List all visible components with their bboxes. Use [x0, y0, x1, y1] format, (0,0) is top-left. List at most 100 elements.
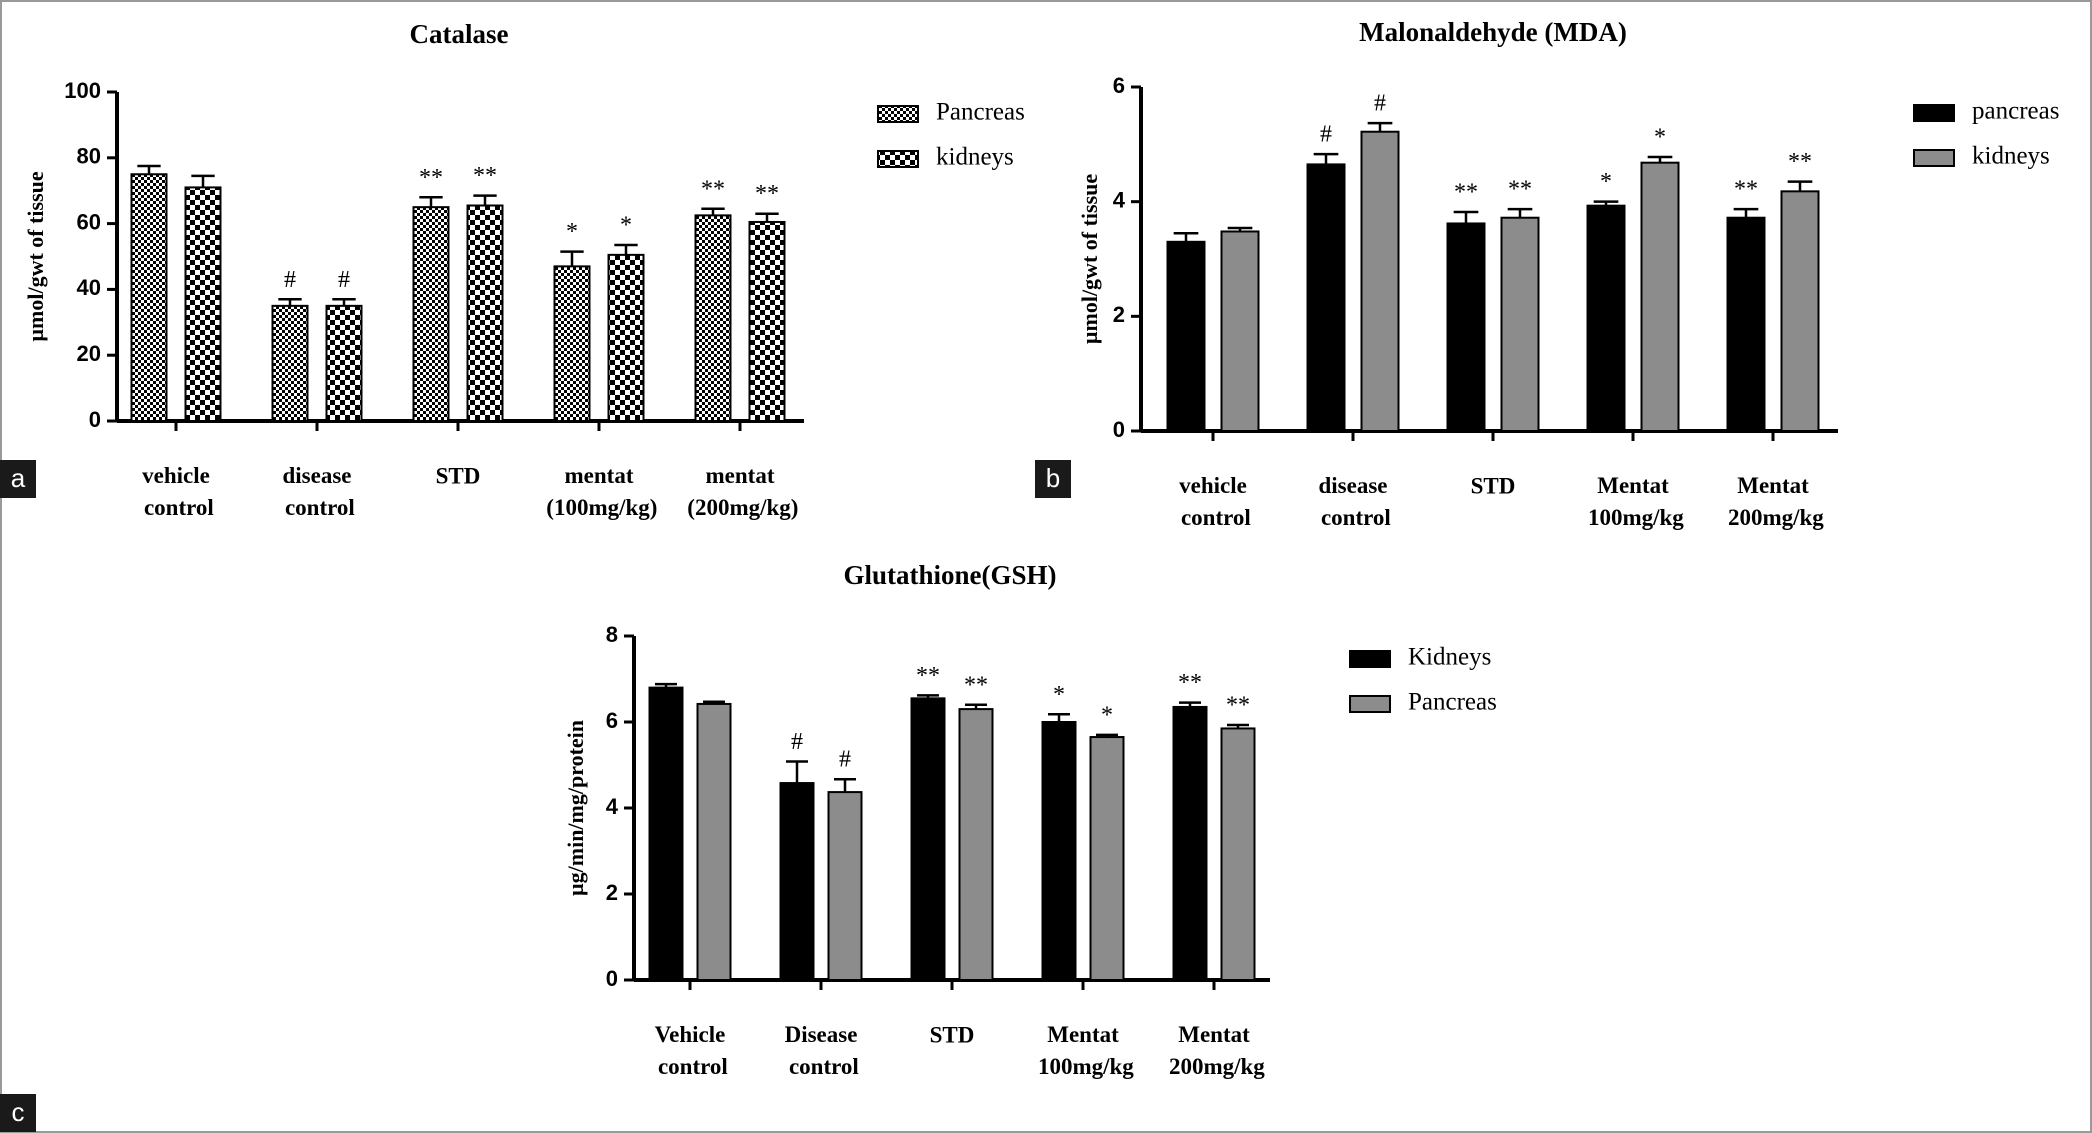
significance-marker: *	[1053, 682, 1065, 708]
chart-title: Catalase	[410, 19, 509, 49]
significance-marker: **	[473, 163, 497, 189]
error-bar	[1096, 733, 1118, 738]
error-bar	[1593, 200, 1619, 206]
bar	[648, 686, 684, 981]
significance-marker: #	[338, 267, 350, 293]
x-tick-label: disease control	[1315, 473, 1391, 530]
significance-marker: #	[284, 267, 296, 293]
bar	[607, 253, 645, 422]
bar	[412, 206, 450, 422]
bar	[1780, 190, 1820, 432]
error-bar	[1173, 231, 1199, 242]
significance-marker: **	[701, 176, 725, 202]
error-bar	[1787, 180, 1813, 192]
bar	[1220, 727, 1256, 982]
significance-marker: **	[419, 165, 443, 191]
x-tick-label: Mentat 100mg/kg	[1582, 473, 1684, 530]
bar	[1220, 230, 1260, 432]
bar	[1166, 240, 1206, 432]
y-tick-label: 0	[1113, 417, 1125, 442]
panel-label-box	[1035, 460, 1071, 498]
bar	[1089, 736, 1125, 981]
bar	[910, 697, 946, 981]
bar	[184, 186, 222, 422]
x-tick-label: vehicle control	[1175, 473, 1251, 530]
error-bar	[1733, 207, 1759, 218]
bar	[271, 304, 309, 423]
error-bar	[1367, 121, 1393, 132]
x-tick-label: disease control	[279, 463, 355, 520]
bar	[958, 708, 994, 981]
error-bar	[1227, 226, 1253, 232]
bar	[1446, 222, 1486, 432]
legend-label: kidneys	[936, 144, 1014, 171]
y-axis-label: µmol/gwt of tissue	[23, 171, 48, 342]
panel-label: c	[12, 1097, 25, 1127]
error-bar	[1507, 207, 1533, 218]
error-bar	[755, 212, 779, 222]
y-tick-label: 0	[606, 966, 618, 991]
panel-label: b	[1046, 463, 1060, 493]
significance-marker: *	[1600, 169, 1612, 195]
x-tick-label: Disease control	[783, 1022, 859, 1079]
y-axis-label: µmol/gwt of tissue	[1077, 174, 1102, 345]
legend-label: pancreas	[1972, 98, 2059, 125]
legend-swatch	[1349, 650, 1391, 668]
error-bar	[560, 250, 584, 267]
bar	[130, 173, 168, 422]
y-tick-label: 4	[1113, 187, 1126, 212]
x-tick-label: Vehicle control	[652, 1022, 728, 1079]
bar	[1500, 216, 1540, 432]
significance-marker: *	[1654, 124, 1666, 150]
bar	[1586, 204, 1626, 432]
x-tick-label: STD	[1471, 473, 1516, 498]
legend-label: Kidneys	[1408, 644, 1491, 671]
error-bar	[419, 196, 443, 208]
x-tick-label: STD	[436, 463, 481, 488]
legend-swatch	[877, 105, 919, 123]
legend-swatch	[877, 150, 919, 168]
legend-swatch	[1913, 104, 1955, 122]
y-tick-label: 20	[77, 341, 101, 366]
x-tick-label: mentat (200mg/kg)	[682, 463, 799, 520]
error-bar	[917, 694, 939, 699]
y-tick-label: 6	[1113, 73, 1125, 98]
significance-marker: **	[1226, 693, 1250, 719]
x-tick-label: Mentat 200mg/kg	[1163, 1022, 1265, 1079]
significance-marker: #	[1320, 122, 1332, 148]
error-bar	[1647, 155, 1673, 163]
bar	[466, 204, 504, 422]
y-tick-label: 100	[64, 78, 101, 103]
error-bar	[1313, 152, 1339, 165]
significance-marker: **	[1508, 177, 1532, 203]
error-bar	[191, 174, 215, 188]
bar	[1172, 705, 1208, 981]
x-tick-label: Mentat 100mg/kg	[1032, 1022, 1134, 1079]
bar	[325, 304, 363, 423]
significance-marker: **	[755, 181, 779, 207]
significance-marker: #	[791, 729, 803, 755]
bar	[779, 782, 815, 981]
legend-label: kidneys	[1972, 143, 2050, 170]
legend-label: Pancreas	[936, 99, 1025, 126]
bar	[696, 702, 732, 981]
y-tick-label: 6	[606, 708, 618, 733]
y-tick-label: 8	[606, 622, 618, 647]
error-bar	[1048, 713, 1070, 722]
y-axis-label: µg/min/mg/protein	[563, 720, 588, 896]
legend-swatch	[1913, 149, 1955, 167]
error-bar	[703, 700, 725, 704]
bar	[1640, 161, 1680, 432]
legend-label: Pancreas	[1408, 689, 1497, 716]
x-tick-label: vehicle control	[138, 463, 214, 520]
error-bar	[786, 760, 808, 784]
significance-marker: **	[1734, 177, 1758, 203]
x-tick-label: mentat (100mg/kg)	[541, 463, 658, 520]
significance-marker: *	[1101, 702, 1113, 728]
error-bar	[1227, 723, 1249, 729]
error-bar	[655, 682, 677, 688]
bar	[1726, 216, 1766, 432]
y-tick-label: 0	[89, 407, 101, 432]
bar	[553, 265, 591, 422]
